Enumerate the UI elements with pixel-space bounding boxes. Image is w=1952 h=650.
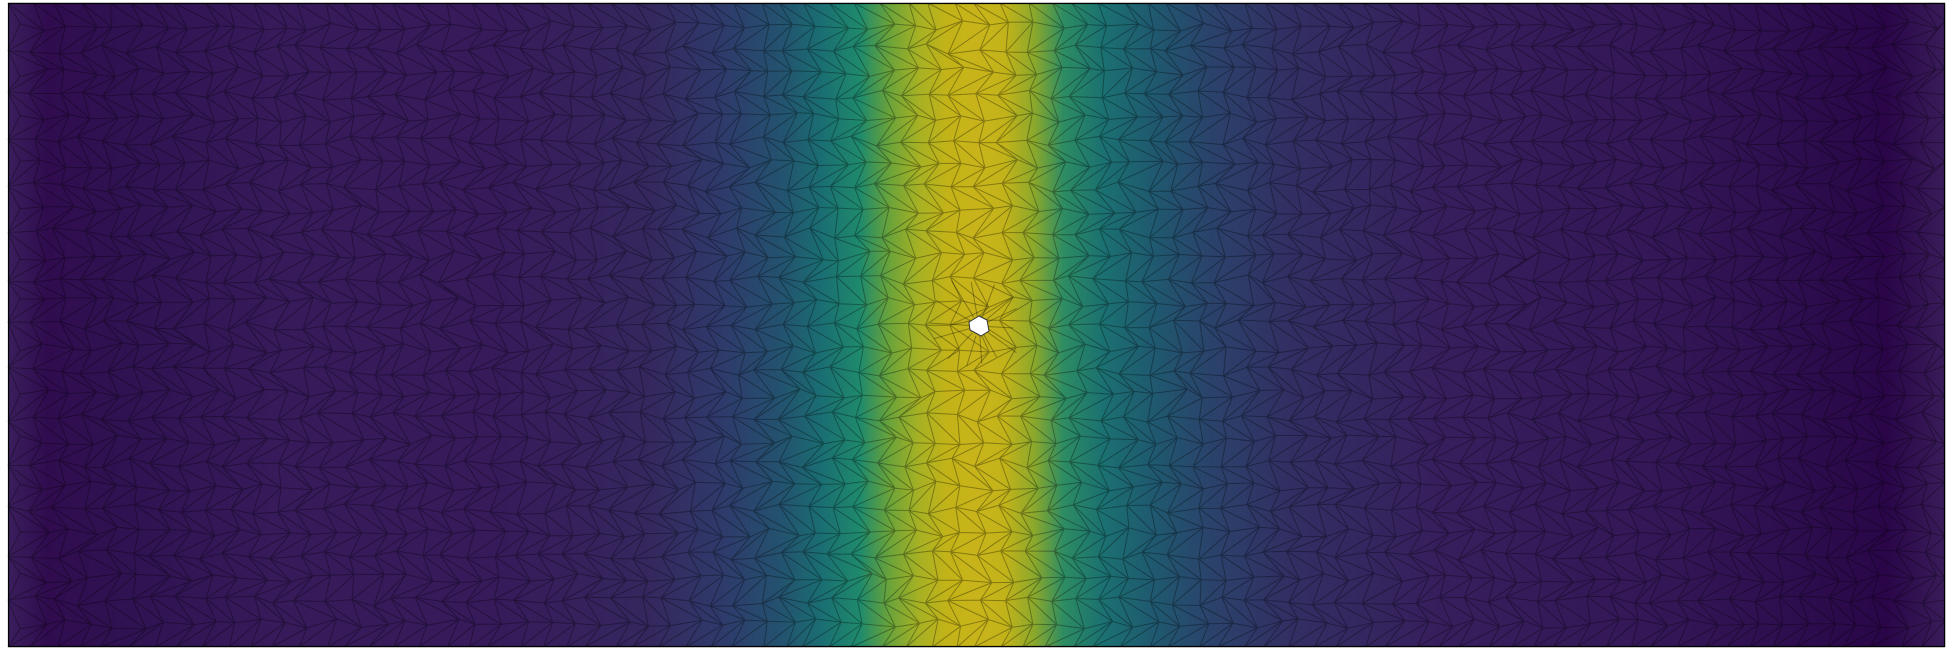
hole-marker bbox=[968, 315, 990, 337]
plot-frame bbox=[7, 2, 1946, 648]
mesh-refinement-edges bbox=[929, 280, 1017, 367]
